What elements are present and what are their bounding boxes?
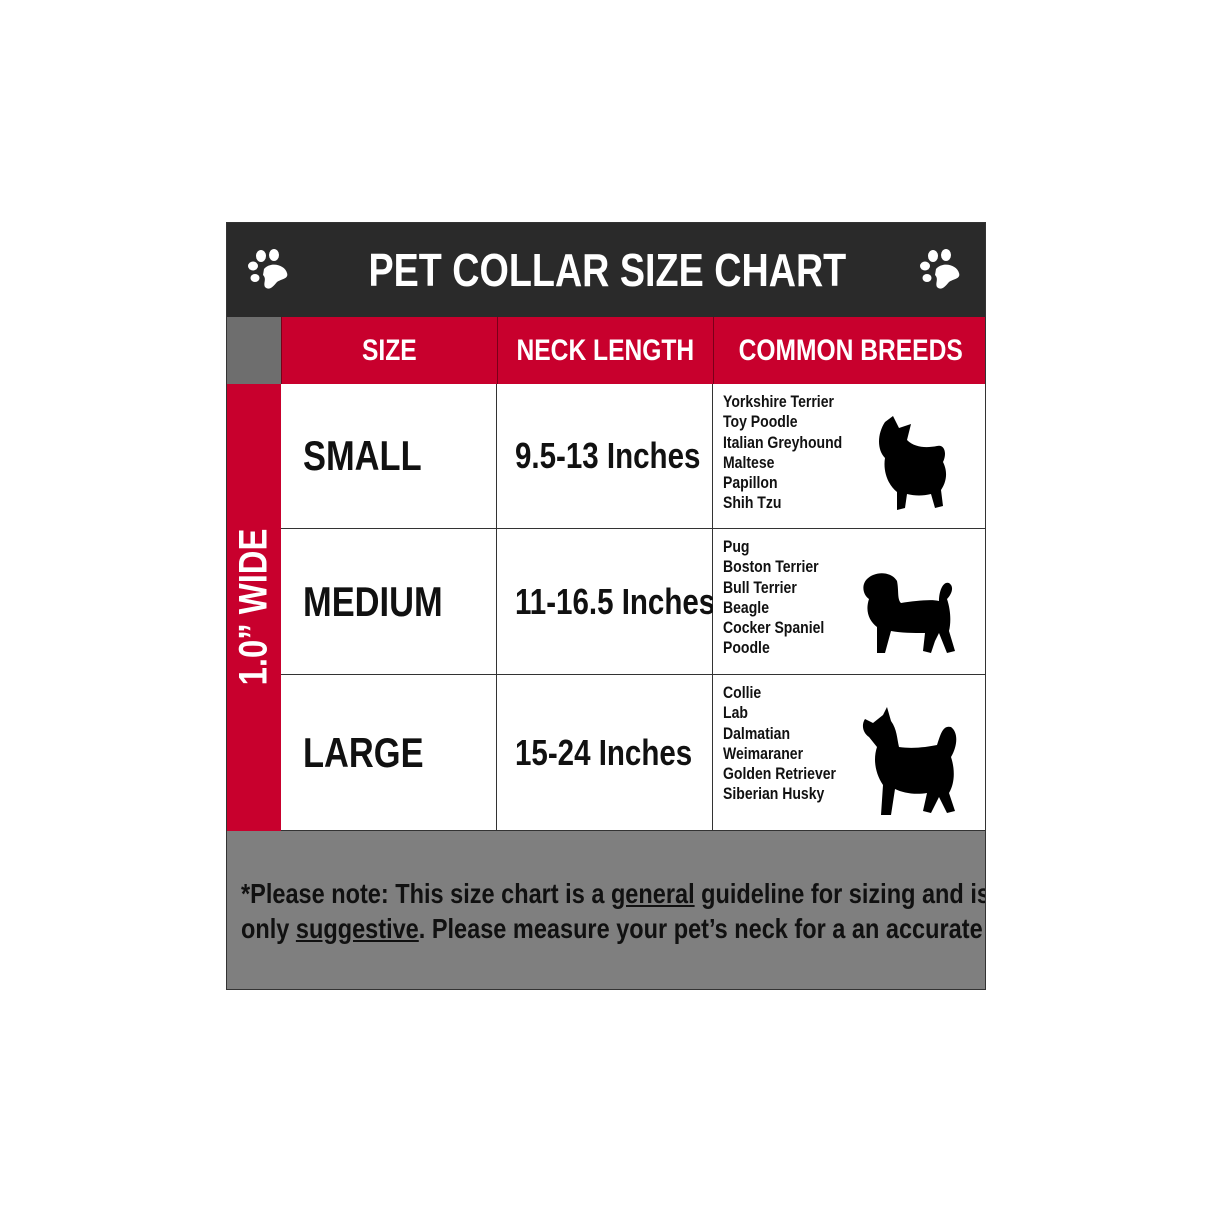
neck-length-cell: 15-24 Inches: [497, 675, 713, 831]
breeds-cell: Collie Lab Dalmatian Weimaraner Golden Retri…: [713, 675, 985, 831]
breed-item: Collie: [723, 684, 762, 702]
breed-item: Shih Tzu: [723, 494, 782, 513]
breeds-cell: Pug Boston Terrier Bull Terrier Beagle Cocke…: [713, 529, 985, 675]
column-header-common-breeds: COMMON BREEDS: [713, 317, 985, 384]
breed-item: Papillon: [723, 474, 778, 493]
breed-item: Dalmatian: [723, 724, 791, 743]
breed-item: Lab: [723, 704, 748, 723]
column-header-size: SIZE: [281, 317, 497, 384]
width-label-bar: 1.0” WIDE: [227, 384, 281, 831]
paw-print-icon: [248, 249, 288, 289]
neck-length-cell: 9.5-13 Inches: [497, 384, 713, 529]
corner-cell: [227, 317, 281, 384]
breed-item: Toy Poodle: [723, 413, 798, 432]
size-cell: SMALL: [281, 384, 497, 529]
size-chart: PET COLLAR SIZE CHART SIZE NECK LENGTH C…: [226, 222, 986, 990]
note-line-2: only suggestive. Please measure your pet…: [241, 913, 986, 944]
neck-length-cell: 11-16.5 Inches: [497, 529, 715, 675]
breed-item: Italian Greyhound: [723, 433, 843, 452]
breed-item: Golden Retriever: [723, 765, 837, 784]
breed-item: Pug: [723, 538, 750, 556]
breed-item: Yorkshire Terrier: [723, 393, 834, 411]
breeds-cell: Yorkshire Terrier Toy Poodle Italian Greyh…: [713, 384, 985, 529]
column-header-neck-length: NECK LENGTH: [497, 317, 713, 384]
size-cell: MEDIUM: [281, 529, 497, 675]
paw-print-icon: [920, 249, 960, 289]
breed-item: Poodle: [723, 639, 770, 658]
breed-item: Siberian Husky: [723, 785, 825, 804]
breed-item: Cocker Spaniel: [723, 619, 825, 638]
breed-item: Weimaraner: [723, 744, 804, 763]
note-line-1: *Please note: This size chart is a gener…: [241, 878, 986, 909]
breed-item: Maltese: [723, 453, 775, 472]
width-label: 1.0” WIDE: [231, 528, 276, 686]
footer-note: *Please note: This size chart is a gener…: [227, 831, 986, 989]
size-cell: LARGE: [281, 675, 497, 831]
breed-item: Beagle: [723, 598, 769, 617]
breed-item: Boston Terrier: [723, 558, 819, 577]
title-bar: PET COLLAR SIZE CHART: [227, 223, 985, 317]
breed-item: Bull Terrier: [723, 578, 797, 597]
chart-title: PET COLLAR SIZE CHART: [368, 244, 846, 296]
